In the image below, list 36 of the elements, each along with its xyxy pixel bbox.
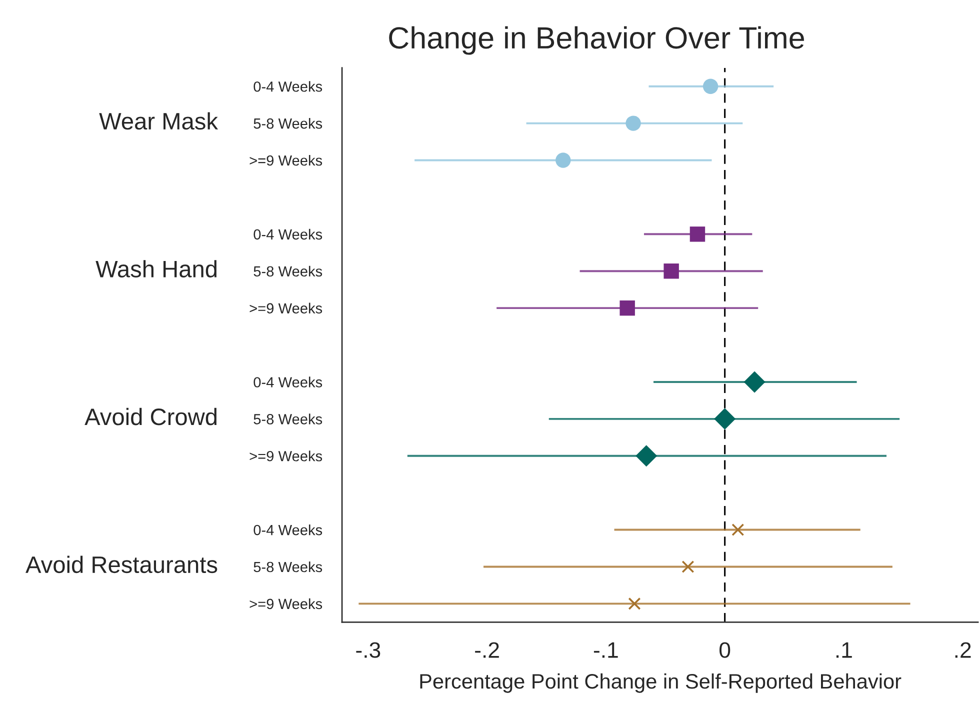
point: [732, 523, 744, 536]
y-tick-label: 5-8 Weeks: [254, 561, 322, 572]
point: [664, 264, 679, 279]
x-axis-title: Percentage Point Change in Self-Reported Behavior: [420, 673, 902, 693]
point: [690, 226, 706, 242]
y-tick-label: 0-4 Weeks: [254, 228, 322, 240]
y-tick-label: 5-8 Weeks: [254, 118, 322, 129]
text: Wear Mask: [99, 112, 218, 130]
text: Wash Hand: [96, 260, 216, 278]
x-tick-label: -.3: [356, 642, 380, 658]
point: [714, 408, 736, 430]
y-tick-label: >=9 Weeks: [250, 302, 322, 314]
y-tick-label: >=9 Weeks: [250, 154, 322, 166]
text: Avoid Restaurants: [26, 556, 218, 574]
text: Avoid Crowd: [84, 408, 216, 426]
point: [702, 78, 718, 94]
x-tick-label: -.1: [594, 642, 618, 658]
y-tick-label: 5-8 Weeks: [254, 266, 322, 277]
x-tick-label: -.2: [475, 642, 499, 658]
point: [744, 371, 766, 393]
y-tick-label: >=9 Weeks: [250, 450, 322, 462]
y-tick-label: 5-8 Weeks: [254, 414, 322, 424]
y-tick-label: >=9 Weeks: [250, 598, 322, 610]
point: [628, 597, 641, 610]
chart-title: Change in Behavior Over Time: [389, 26, 804, 55]
y-tick-label: 0-4 Weeks: [254, 81, 322, 92]
point: [626, 116, 641, 131]
point: [636, 445, 658, 467]
x-tick-label: .1: [836, 642, 852, 658]
y-tick-label: 0-4 Weeks: [254, 524, 322, 536]
point: [620, 300, 635, 316]
x-tick-label: .2: [955, 642, 971, 658]
point: [682, 560, 694, 574]
x-tick-label: 0: [720, 642, 730, 658]
y-tick-label: 0-4 Weeks: [254, 376, 322, 388]
point: [556, 152, 571, 168]
